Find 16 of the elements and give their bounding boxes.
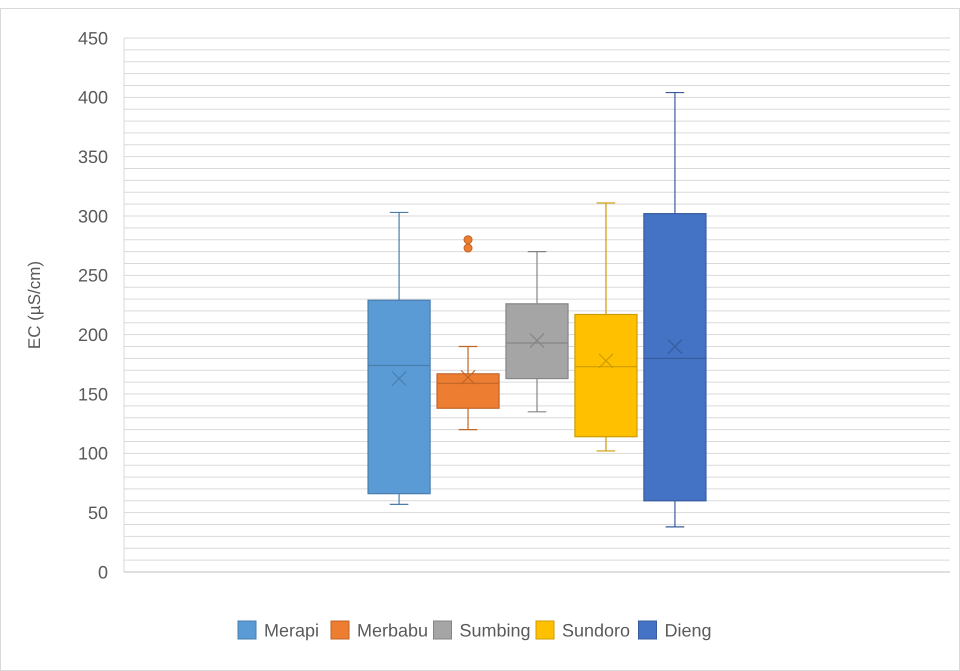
y-tick-label: 450: [78, 28, 108, 48]
legend-label: Sundoro: [562, 620, 630, 640]
y-tick-label: 100: [78, 444, 108, 464]
y-tick-label: 300: [78, 206, 108, 226]
y-tick-label: 400: [78, 88, 108, 108]
legend-label: Dieng: [664, 620, 712, 640]
legend-label: Sumbing: [460, 620, 531, 640]
y-tick-label: 0: [98, 562, 108, 582]
y-tick-label: 200: [78, 324, 108, 345]
y-tick-label: 250: [78, 266, 108, 286]
legend-label: Merapi: [264, 620, 320, 640]
y-tick-label: 350: [78, 146, 108, 167]
y-axis-title: EC (µS/cm): [25, 260, 44, 350]
y-tick-label: 150: [78, 384, 108, 404]
legend-label: Merbabu: [357, 620, 428, 640]
y-tick-label: 50: [88, 502, 108, 523]
